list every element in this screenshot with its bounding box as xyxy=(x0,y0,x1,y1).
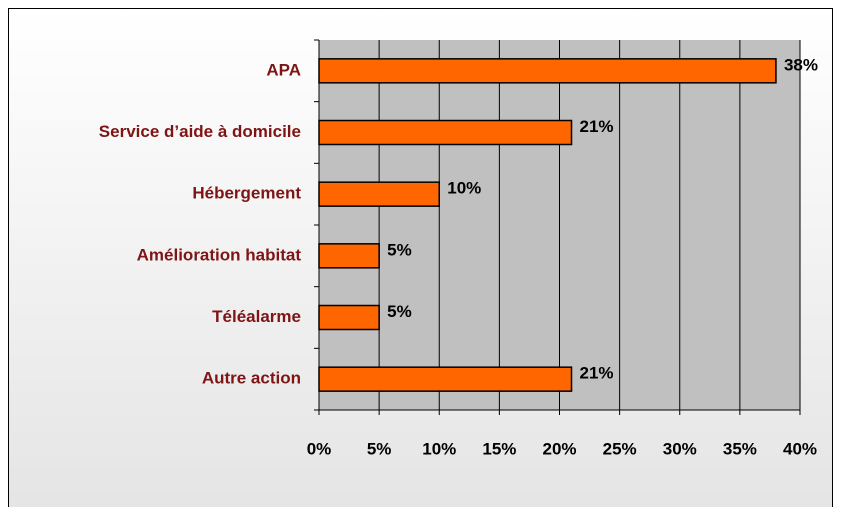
x-tick-label: 30% xyxy=(663,439,697,458)
y-tick-label: Amélioration habitat xyxy=(137,245,302,264)
bar xyxy=(318,243,380,269)
bar xyxy=(318,304,380,331)
x-tick-label: 5% xyxy=(367,439,392,458)
y-tick-label: Service d’aide à domicile xyxy=(99,122,301,141)
x-tick-label: 0% xyxy=(307,439,332,458)
x-tick-label: 40% xyxy=(783,439,817,458)
x-tick-label: 10% xyxy=(422,439,456,458)
bar xyxy=(318,58,777,84)
y-tick-label: Autre action xyxy=(202,369,301,388)
bar xyxy=(318,366,573,392)
y-tick-label: Hébergement xyxy=(192,184,301,203)
value-label: 5% xyxy=(387,302,412,321)
bar xyxy=(318,181,440,207)
y-tick-label: APA xyxy=(266,60,301,79)
value-label: 10% xyxy=(447,179,481,198)
x-tick-label: 15% xyxy=(482,439,516,458)
value-label: 21% xyxy=(580,117,614,136)
x-tick-label: 25% xyxy=(603,439,637,458)
bar xyxy=(318,119,573,146)
value-label: 21% xyxy=(580,364,614,383)
value-label: 5% xyxy=(387,240,412,259)
y-tick-label: Téléalarme xyxy=(212,307,301,326)
x-tick-label: 35% xyxy=(723,439,757,458)
value-label: 38% xyxy=(784,55,818,74)
x-tick-label: 20% xyxy=(542,439,576,458)
